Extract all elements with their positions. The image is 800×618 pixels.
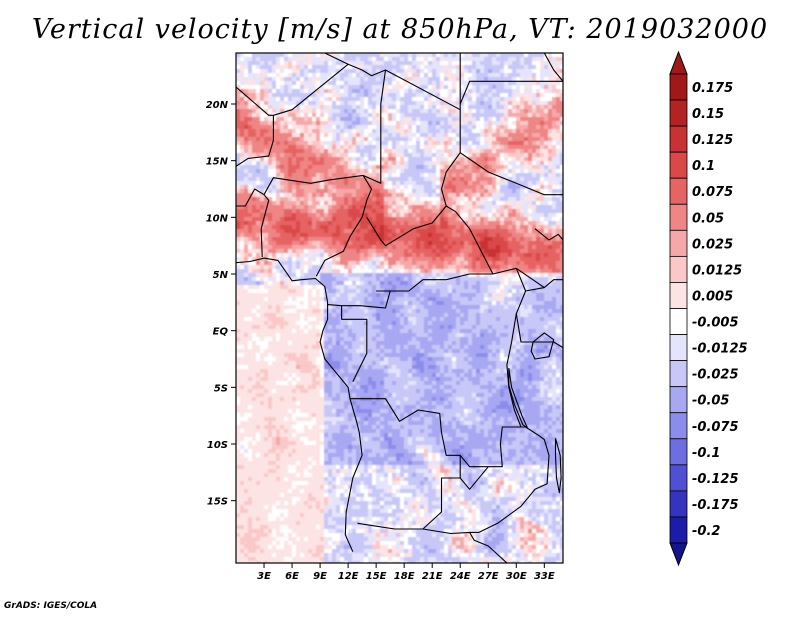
x-tick-label: 15E [366, 571, 387, 582]
colorbar-label: -0.175 [692, 498, 739, 513]
grads-credit: GrADS: IGES/COLA [4, 601, 98, 611]
border-line [508, 368, 529, 429]
colorbar-swatch [669, 360, 688, 388]
colorbar-swatch [669, 151, 688, 179]
border-line [554, 438, 562, 494]
colorbar-swatch [669, 490, 688, 518]
border-line [515, 267, 545, 289]
x-tick-label: 3E [257, 571, 271, 582]
border-line [263, 174, 364, 195]
y-tick-label: 5N [213, 270, 229, 281]
border-line [236, 115, 274, 167]
colorbar-swatch [669, 438, 688, 466]
border-line [327, 290, 391, 309]
y-tick-label: 20N [206, 100, 229, 111]
border-line [341, 305, 368, 382]
country-borders [236, 53, 563, 563]
colorbar-bottom-arrow [669, 542, 688, 567]
colorbar-label: -0.125 [692, 472, 739, 487]
border-line [236, 63, 386, 116]
colorbar-swatch [669, 464, 688, 492]
colorbar-swatch [669, 177, 688, 205]
colorbar-label: -0.2 [692, 524, 720, 539]
x-tick-label: 21E [422, 571, 443, 582]
x-tick-label: 27E [478, 571, 499, 582]
plot-frame [235, 52, 564, 564]
colorbar-label: 0.0125 [692, 263, 742, 278]
colorbar-label: 0.125 [692, 133, 733, 148]
colorbar-label: -0.075 [692, 420, 739, 435]
border-line [315, 175, 373, 277]
y-tick-label: EQ [213, 327, 229, 338]
border-line [459, 152, 563, 196]
colorbar-label: 0.075 [692, 185, 733, 200]
colorbar-label: 0.1 [692, 159, 715, 174]
colorbar-label: -0.025 [692, 368, 739, 383]
border-line [525, 279, 563, 292]
border-line [515, 313, 563, 349]
y-axis: 20N 15N 10N 5N EQ 5S 10S 15S [206, 100, 236, 508]
colorbar-label: 0.15 [692, 107, 724, 122]
colorbar-swatch [669, 334, 688, 362]
border-line [459, 466, 489, 490]
border-line [459, 80, 563, 105]
colorbar-label: -0.05 [692, 394, 729, 409]
colorbar-label: 0.175 [692, 81, 733, 96]
colorbar-label: 0.05 [692, 211, 724, 226]
x-tick-label: 6E [285, 571, 299, 582]
border-line [236, 188, 265, 207]
colorbar-swatch [669, 308, 688, 335]
colorbar-swatch [669, 73, 688, 101]
y-tick-label: 15S [207, 497, 228, 508]
colorbar-top-arrow [669, 50, 688, 75]
colorbar-swatch [669, 203, 688, 231]
colorbar-swatch [669, 255, 688, 283]
border-line [459, 268, 527, 468]
border-line [394, 528, 508, 563]
border-line [530, 332, 555, 360]
border-line [534, 228, 563, 241]
border-line [362, 69, 461, 247]
y-tick-label: 5S [214, 383, 228, 394]
colorbar-swatch [669, 99, 688, 127]
x-tick-label: 30E [506, 571, 527, 582]
y-tick-label: 10S [207, 440, 228, 451]
border-line [469, 426, 550, 533]
border-line [445, 205, 517, 275]
x-tick-label: 9E [313, 571, 327, 582]
colorbar: 0.175 0.15 0.125 0.1 0.075 0.05 0.025 0.0125 0.0… [669, 50, 748, 567]
velocity-field [236, 53, 563, 563]
border-line [324, 53, 349, 65]
x-tick-label: 12E [338, 571, 359, 582]
colorbar-swatch [669, 229, 688, 257]
colorbar-label: -0.0125 [692, 342, 748, 357]
border-line [350, 398, 461, 530]
colorbar-swatch [669, 125, 688, 153]
x-tick-label: 18E [394, 571, 415, 582]
border-line [260, 194, 270, 258]
colorbar-label: 0.025 [692, 237, 733, 252]
x-axis: 3E 6E 9E 12E 15E 18E 21E 24E 27E 30E 33E [257, 563, 555, 582]
colorbar-label: -0.005 [692, 316, 739, 331]
border-line [236, 257, 363, 552]
border-line [543, 53, 563, 82]
colorbar-swatch [669, 516, 688, 544]
colorbar-label: -0.1 [692, 446, 720, 461]
chart-title: Vertical velocity [m/s] at 850hPa, VT: 2… [31, 14, 769, 45]
colorbar-swatch [669, 282, 688, 309]
colorbar-label: 0.005 [692, 289, 733, 304]
colorbar-swatch [669, 386, 688, 414]
y-tick-label: 10N [206, 213, 229, 224]
x-tick-label: 33E [534, 571, 555, 582]
y-tick-label: 15N [206, 157, 229, 168]
x-tick-label: 24E [450, 571, 471, 582]
colorbar-swatch [669, 412, 688, 440]
